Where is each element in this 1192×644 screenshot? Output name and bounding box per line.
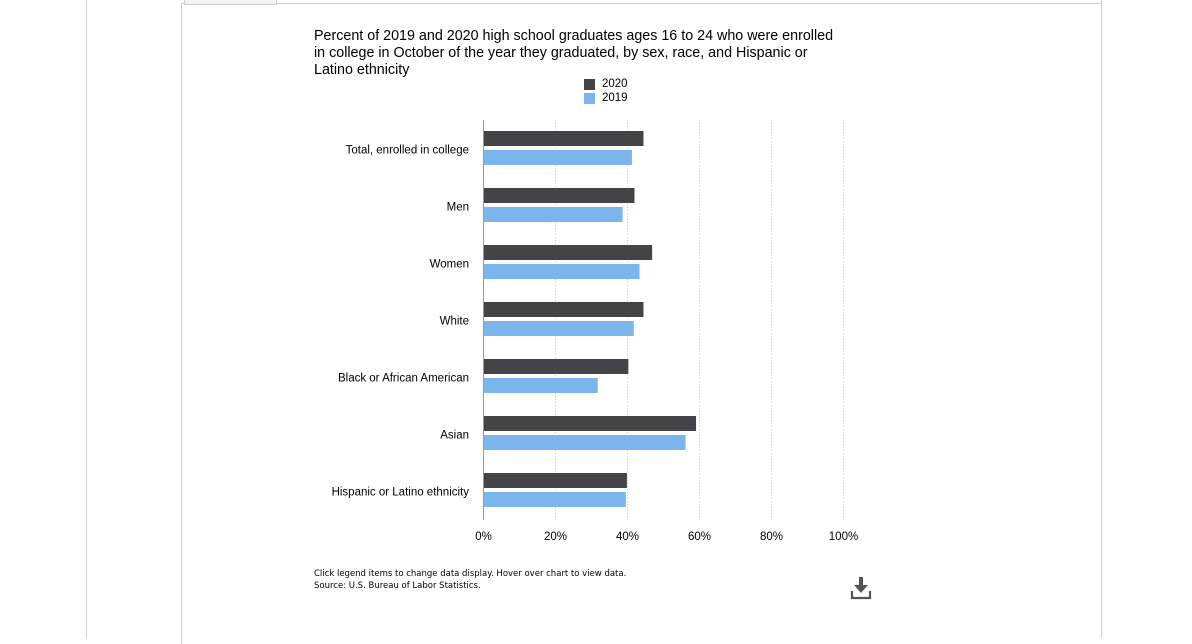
bar-2020[interactable]: Black or African American (2020): 40.1% xyxy=(484,359,629,374)
bar-2019[interactable]: Asian (2019): 56% xyxy=(484,435,686,450)
category-label: Men xyxy=(447,202,469,214)
category-label: White xyxy=(440,316,469,328)
bar-2020[interactable]: Men (2020): 41.8% xyxy=(484,188,635,203)
legend-item-2019[interactable]: 2019 xyxy=(584,91,628,105)
x-tick-label: 20% xyxy=(544,531,567,543)
chart-panel xyxy=(181,3,1102,644)
bar-2019[interactable]: White (2019): 41.6% xyxy=(484,321,634,336)
page-frame xyxy=(86,0,1102,638)
bar-chart[interactable]: 0% 20% 40% 60% 80% 100% Total, enrolled in col… xyxy=(0,0,1192,600)
chart-title: Percent of 2019 and 2020 high school gra… xyxy=(314,28,834,79)
bar-2020[interactable]: Hispanic or Latino ethnicity (2020): 39.… xyxy=(484,473,627,488)
legend-swatch-2019 xyxy=(584,92,595,104)
x-tick-label: 80% xyxy=(760,531,783,543)
bar-2019[interactable]: Hispanic or Latino ethnicity (2019): 39.… xyxy=(484,492,626,507)
category-label: Black or African American xyxy=(338,373,469,385)
x-tick-label: 100% xyxy=(829,531,858,543)
chart-source: Source: U.S. Bureau of Labor Statistics. xyxy=(314,580,481,591)
bar-2019[interactable]: Black or African American (2019): 31.6% xyxy=(484,378,598,393)
tab-stub[interactable] xyxy=(184,0,277,5)
category-label: Asian xyxy=(440,430,469,442)
chart-legend: 2020 2019 xyxy=(584,77,628,105)
legend-swatch-2020 xyxy=(584,78,595,90)
bar-2019[interactable]: Women (2019): 43.2% xyxy=(484,264,640,279)
legend-label-2019: 2019 xyxy=(602,92,628,104)
category-label: Women xyxy=(430,259,469,271)
legend-label-2020: 2020 xyxy=(602,78,628,90)
category-label: Total, enrolled in college xyxy=(346,145,469,157)
chart-footer: Click legend items to change data displa… xyxy=(314,569,626,592)
chart-instructions: Click legend items to change data displa… xyxy=(314,569,627,579)
download-icon xyxy=(850,577,872,600)
x-tick-label: 0% xyxy=(475,531,492,543)
bar-2020[interactable]: White (2020): 44.3% xyxy=(484,302,644,317)
x-tick-label: 60% xyxy=(688,531,711,543)
x-tick-label: 40% xyxy=(616,531,639,543)
bar-2020[interactable]: Total, enrolled in college (2020): 44.3% xyxy=(484,131,644,146)
category-label: Hispanic or Latino ethnicity xyxy=(332,487,470,499)
download-button[interactable] xyxy=(849,575,875,601)
bar-2019[interactable]: Total, enrolled in college (2019): 41.1% xyxy=(484,150,632,165)
bar-2020[interactable]: Women (2020): 46.7% xyxy=(484,245,653,260)
legend-item-2020[interactable]: 2020 xyxy=(584,77,628,91)
bar-2020[interactable]: Asian (2020): 58.9% xyxy=(484,416,697,431)
bar-2019[interactable]: Men (2019): 38.5% xyxy=(484,207,623,222)
